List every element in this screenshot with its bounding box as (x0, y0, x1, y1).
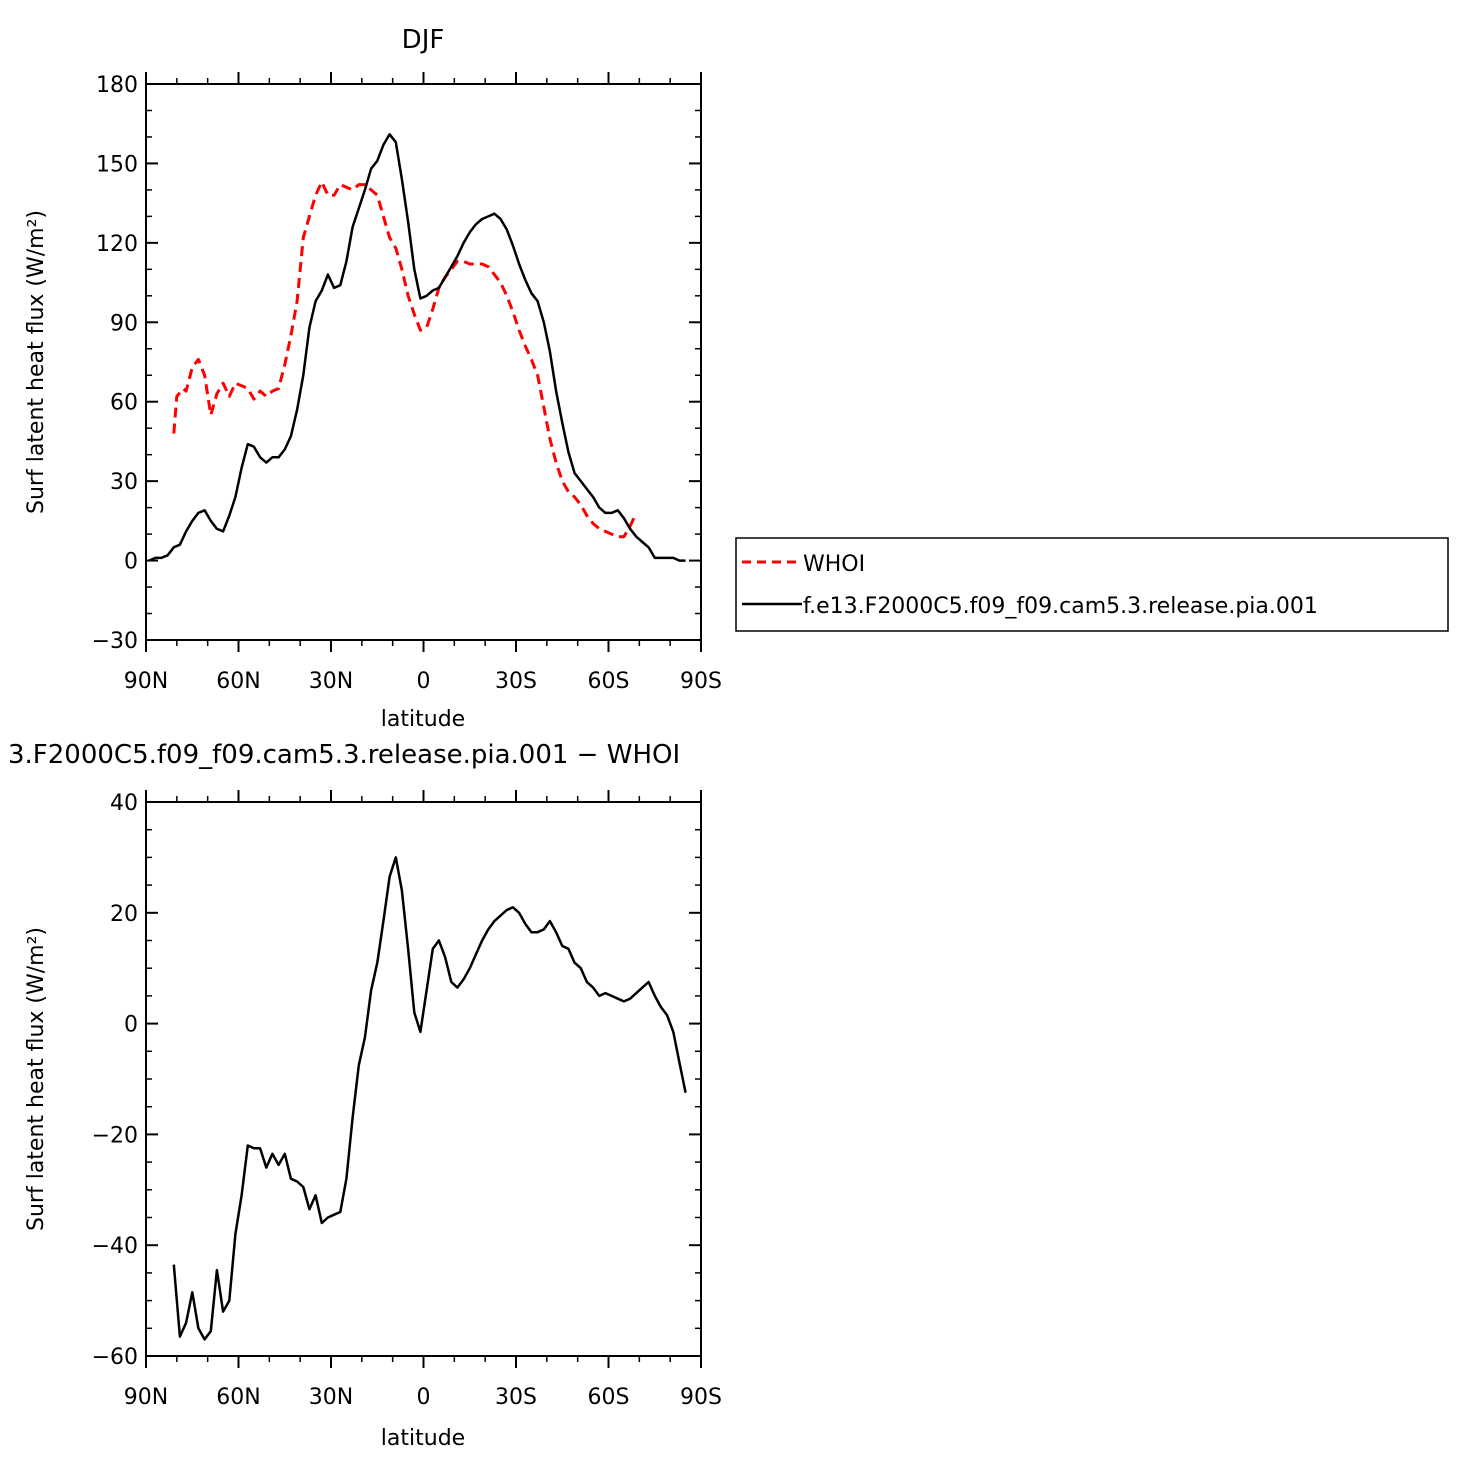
x-tick-label: 90N (124, 669, 168, 694)
y-axis-label: Surf latent heat flux (W/m²) (24, 927, 49, 1231)
series-layer (148, 133, 686, 562)
series-line-0 (172, 856, 687, 1341)
x-tick-label: 0 (417, 669, 431, 694)
y-tick-label: −20 (92, 1123, 138, 1148)
y-axis-label: Surf latent heat flux (W/m²) (24, 210, 49, 514)
legend: WHOI f.e13.F2000C5.f09_f09.cam5.3.releas… (735, 537, 1449, 632)
x-tick-label: 30S (495, 1385, 537, 1410)
series-line-1 (148, 133, 686, 562)
x-tick-label: 60S (588, 669, 630, 694)
x-tick-label: 30N (309, 1385, 353, 1410)
y-tick-label: −40 (92, 1234, 138, 1259)
y-tick-label: 60 (110, 391, 138, 416)
legend-label-model: f.e13.F2000C5.f09_f09.cam5.3.release.pia… (803, 594, 1318, 619)
x-axis-label: latitude (381, 707, 465, 732)
y-tick-label: 0 (124, 550, 138, 575)
x-tick-label: 60N (216, 1385, 260, 1410)
x-tick-label: 30S (495, 669, 537, 694)
x-tick-labels: 90N 60N 30N 0 30S 60S 90S (124, 1385, 722, 1410)
plot-frame (145, 83, 702, 641)
y-tick-label: 90 (110, 311, 138, 336)
legend-label-whoi: WHOI (803, 552, 865, 577)
chart-top: DJF 90N 60N 30N 0 30S 60S 90S −30 0 30 60 90 120 150… (24, 25, 722, 732)
y-tick-label: 20 (110, 902, 138, 927)
y-tick-label: −30 (92, 629, 138, 654)
y-tick-labels: −60 −40 −20 0 20 40 (92, 791, 138, 1370)
x-tick-labels: 90N 60N 30N 0 30S 60S 90S (124, 669, 722, 694)
y-tick-label: 180 (96, 73, 138, 98)
legend-box (735, 537, 1449, 632)
x-tick-label: 60S (588, 1385, 630, 1410)
x-tick-label: 60N (216, 669, 260, 694)
x-tick-label: 90S (680, 669, 722, 694)
x-tick-label: 30N (309, 669, 353, 694)
chart-title: 3.F2000C5.f09_f09.cam5.3.release.pia.001… (8, 740, 680, 770)
x-tick-label: 0 (417, 1385, 431, 1410)
y-tick-label: 0 (124, 1013, 138, 1038)
y-tick-label: 30 (110, 470, 138, 495)
plot-frame (145, 801, 702, 1357)
y-tick-label: −60 (92, 1345, 138, 1370)
y-tick-label: 120 (96, 232, 138, 257)
x-axis-label: latitude (381, 1426, 465, 1451)
chart-bottom: 3.F2000C5.f09_f09.cam5.3.release.pia.001… (8, 740, 722, 1451)
y-tick-label: 40 (110, 791, 138, 816)
series-layer (172, 856, 687, 1341)
x-tick-label: 90N (124, 1385, 168, 1410)
series-line-0 (172, 180, 638, 539)
chart-title: DJF (402, 25, 445, 55)
y-tick-labels: −30 0 30 60 90 120 150 180 (92, 73, 138, 654)
x-tick-label: 90S (680, 1385, 722, 1410)
y-tick-label: 150 (96, 152, 138, 177)
